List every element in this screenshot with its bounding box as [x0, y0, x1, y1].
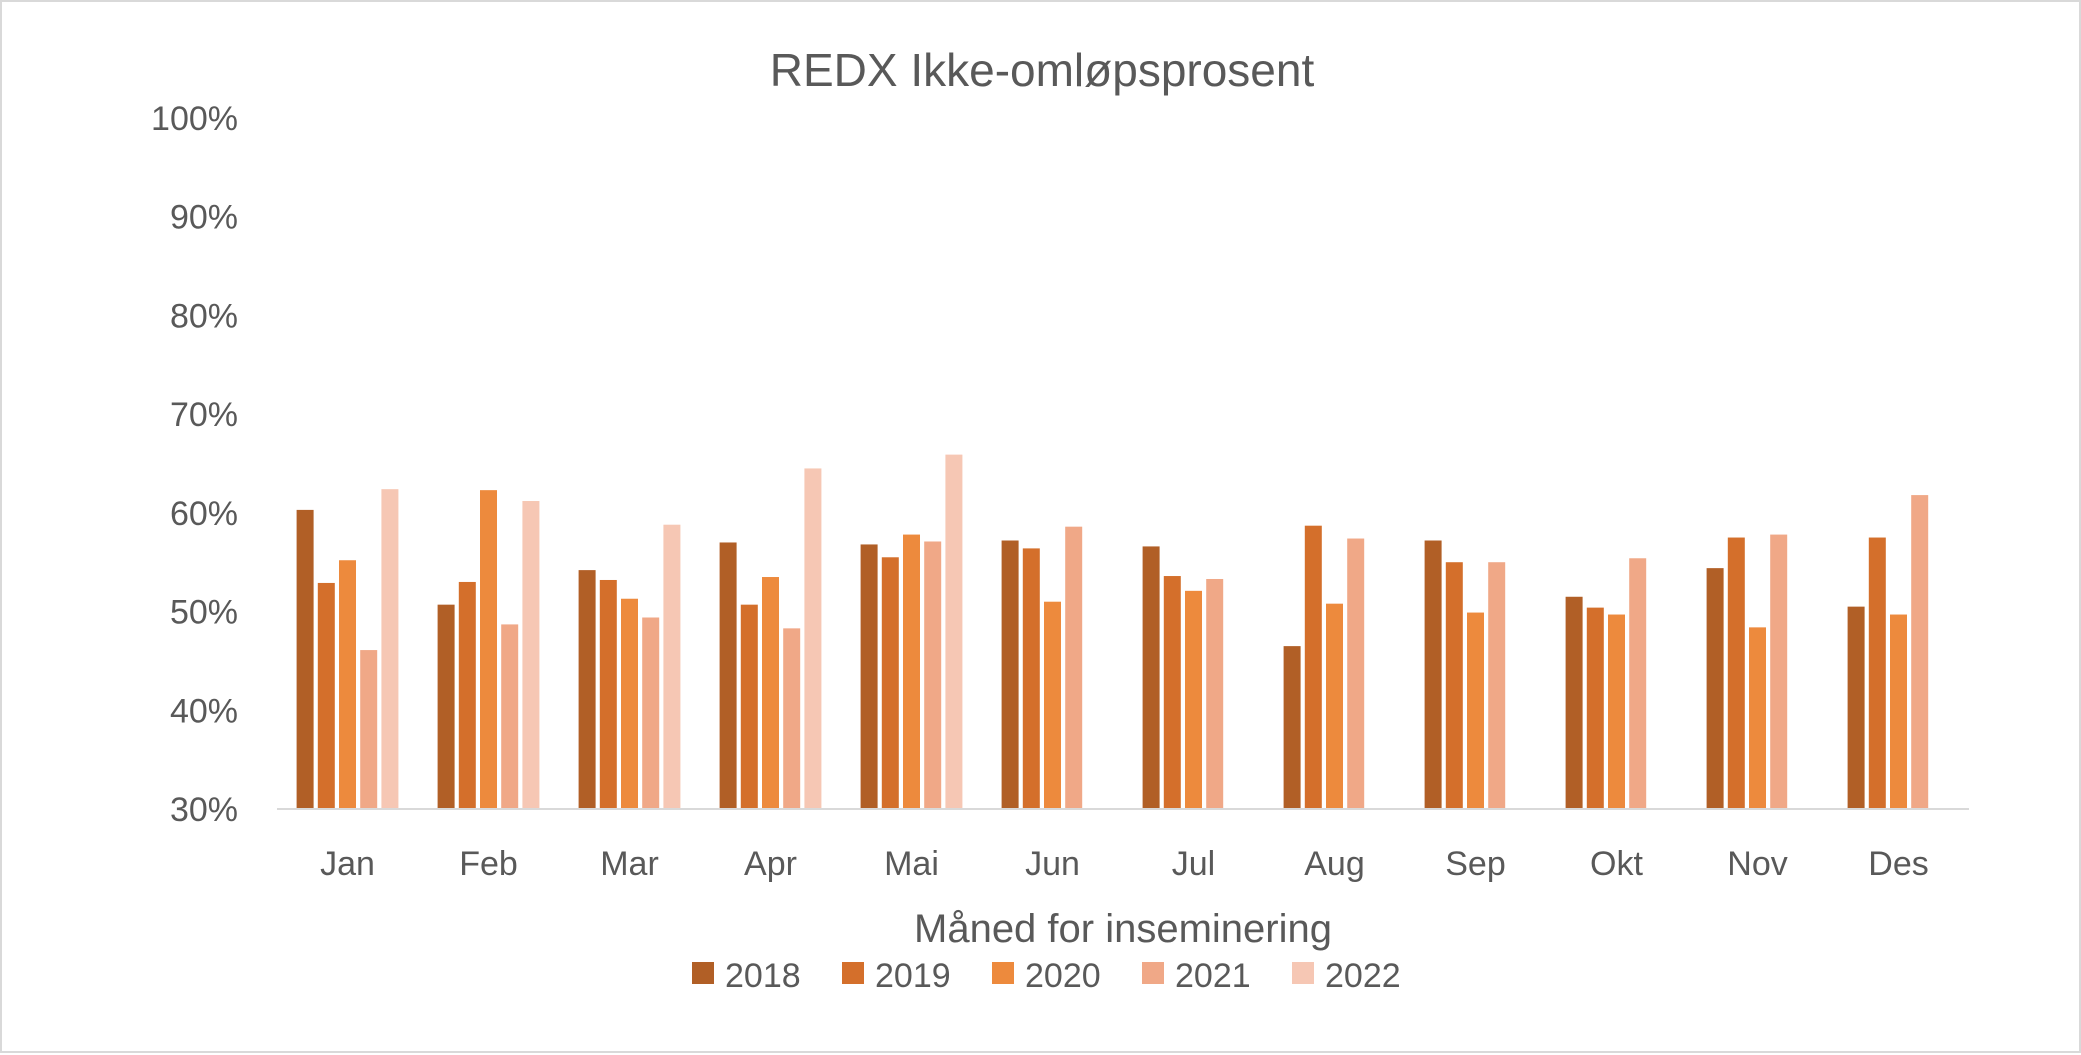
legend-swatch-2021	[1142, 962, 1164, 984]
bar-2022-mar	[663, 524, 681, 809]
x-tick-label: Apr	[744, 845, 797, 883]
x-tick-label: Sep	[1445, 845, 1506, 883]
bar-2019-okt	[1586, 607, 1604, 809]
legend-label-2022: 2022	[1325, 957, 1401, 995]
bar-2018-sep	[1424, 540, 1442, 809]
bar-2019-mar	[599, 579, 617, 809]
bar-2021-jul	[1206, 578, 1224, 809]
chart-title: REDX Ikke-omløpsprosent	[770, 44, 1315, 96]
bar-2020-jan	[339, 560, 356, 809]
bar-2019-feb	[458, 581, 476, 809]
bar-2020-okt	[1608, 614, 1625, 809]
y-tick-label: 80%	[170, 297, 238, 335]
bar-2021-feb	[501, 624, 519, 809]
x-tick-label: Nov	[1727, 845, 1787, 883]
legend-label-2020: 2020	[1025, 957, 1101, 995]
legend-swatch-2018	[692, 962, 714, 984]
bar-2019-apr	[740, 604, 758, 809]
bar-2018-mai	[860, 544, 878, 809]
bar-2021-apr	[783, 628, 801, 809]
bar-2021-sep	[1488, 562, 1506, 809]
y-tick-label: 40%	[170, 692, 238, 730]
legend: 2018 2019 2020 2021 2022	[692, 957, 1401, 995]
bar-2018-okt	[1565, 596, 1583, 809]
bar-2018-nov	[1706, 568, 1724, 809]
bar-2021-jan	[360, 650, 378, 809]
x-tick-label: Mar	[600, 845, 659, 883]
x-tick-label: Jan	[320, 845, 375, 883]
bar-2020-mar	[621, 598, 638, 809]
bar-2018-jul	[1142, 546, 1160, 809]
x-tick-label: Des	[1868, 845, 1928, 883]
bar-2022-feb	[522, 501, 540, 809]
bar-2021-aug	[1347, 538, 1365, 809]
legend-swatch-2022	[1292, 962, 1314, 984]
bar-series	[296, 454, 1929, 809]
bar-2022-jan	[381, 489, 399, 809]
bar-2018-jun	[1001, 540, 1019, 809]
x-tick-label: Jun	[1025, 845, 1080, 883]
x-axis-ticks: Jan Feb Mar Apr Mai Jun Jul Aug Sep Okt Nov Des	[320, 845, 1929, 883]
legend-label-2021: 2021	[1175, 957, 1251, 995]
x-tick-label: Okt	[1590, 845, 1643, 883]
x-tick-label: Mai	[884, 845, 939, 883]
bar-2018-des	[1847, 606, 1865, 809]
bar-2019-sep	[1445, 562, 1463, 809]
bar-2020-des	[1890, 614, 1907, 809]
y-tick-label: 100%	[151, 100, 238, 138]
legend-label-2019: 2019	[875, 957, 951, 995]
bar-2018-feb	[437, 604, 455, 809]
y-tick-label: 90%	[170, 199, 238, 237]
bar-2019-des	[1868, 537, 1886, 809]
bar-2019-mai	[881, 557, 899, 809]
legend-label-2018: 2018	[725, 957, 801, 995]
bar-2020-aug	[1326, 603, 1343, 809]
bar-2019-jun	[1022, 548, 1040, 809]
bar-2022-apr	[804, 468, 822, 809]
y-axis-ticks: 30% 40% 50% 60% 70% 80% 90% 100%	[151, 100, 238, 829]
bar-2020-nov	[1749, 627, 1766, 809]
bar-2020-jun	[1044, 601, 1061, 809]
y-tick-label: 30%	[170, 791, 238, 829]
bar-2020-sep	[1467, 612, 1484, 809]
bar-2019-nov	[1727, 537, 1745, 809]
bar-2020-mai	[903, 534, 920, 809]
bar-2018-apr	[719, 542, 737, 809]
bar-2018-aug	[1283, 646, 1301, 809]
bar-2022-mai	[945, 454, 963, 809]
bar-2019-aug	[1304, 525, 1322, 809]
x-axis-title: Måned for inseminering	[914, 907, 1332, 951]
bar-2021-okt	[1629, 558, 1647, 809]
bar-2021-des	[1911, 495, 1929, 809]
y-tick-label: 60%	[170, 495, 238, 533]
bar-2021-jun	[1065, 526, 1083, 809]
x-tick-label: Aug	[1304, 845, 1365, 883]
bar-2021-mar	[642, 617, 660, 809]
bar-2020-feb	[480, 490, 497, 809]
bar-2019-jan	[317, 582, 335, 809]
y-tick-label: 50%	[170, 594, 238, 632]
legend-swatch-2019	[842, 962, 864, 984]
bar-2018-jan	[296, 509, 314, 809]
bar-2018-mar	[578, 570, 596, 809]
bar-2019-jul	[1163, 576, 1181, 809]
bar-2021-nov	[1770, 534, 1788, 809]
x-tick-label: Feb	[459, 845, 518, 883]
bar-2020-jul	[1185, 590, 1202, 809]
bar-2021-mai	[924, 541, 942, 809]
legend-swatch-2020	[992, 962, 1014, 984]
bar-2020-apr	[762, 577, 779, 809]
y-tick-label: 70%	[170, 396, 238, 434]
x-tick-label: Jul	[1172, 845, 1215, 883]
